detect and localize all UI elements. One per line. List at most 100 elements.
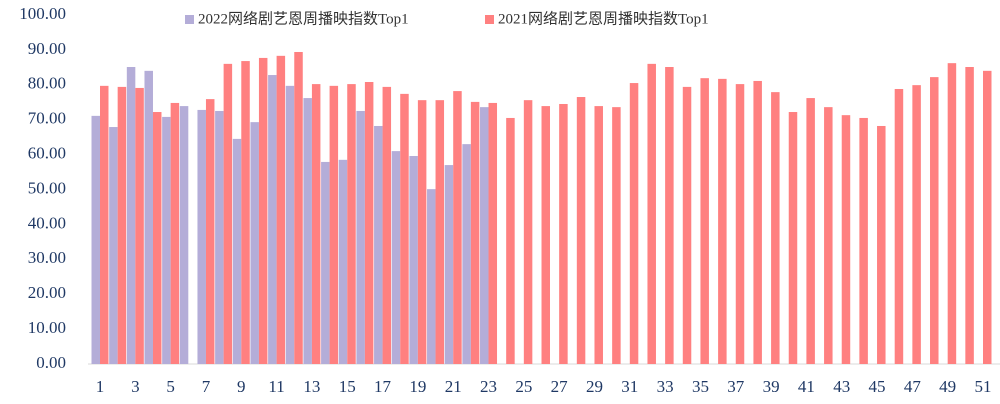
x-tick-label: 33: [657, 377, 674, 396]
bar: [480, 107, 489, 365]
bar: [347, 84, 356, 365]
bar: [576, 97, 586, 364]
x-tick-label: 49: [939, 377, 956, 396]
bar: [215, 110, 224, 364]
bar: [930, 77, 939, 364]
bar: [126, 67, 136, 364]
bar: [144, 70, 153, 364]
y-tick-label: 40.00: [28, 213, 66, 232]
bar: [965, 67, 974, 364]
bar: [647, 63, 656, 365]
bar: [427, 189, 436, 364]
x-tick-label: 37: [727, 377, 745, 396]
x-tick-label: 43: [833, 377, 850, 396]
bar: [117, 86, 127, 365]
bar: [824, 107, 833, 365]
legend-swatch: [485, 15, 494, 24]
bar: [294, 51, 303, 365]
bar: [894, 88, 904, 364]
y-tick-label: 20.00: [28, 283, 66, 302]
bar: [311, 84, 321, 365]
bar: [594, 106, 603, 365]
bar: [109, 127, 118, 365]
bar: [947, 63, 957, 365]
bar: [100, 85, 109, 365]
bar: [258, 57, 268, 364]
bar: [321, 161, 330, 364]
bar: [179, 106, 189, 365]
bar: [700, 78, 709, 364]
bar: [435, 100, 445, 364]
bar: [771, 92, 780, 364]
bar: [859, 117, 868, 364]
bar: [268, 75, 277, 364]
bar: [356, 110, 365, 364]
bar: [241, 61, 250, 365]
bar: [665, 67, 674, 364]
bar: [91, 115, 100, 365]
x-tick-label: 35: [692, 377, 709, 396]
x-tick-label: 41: [798, 377, 815, 396]
bar: [391, 151, 401, 364]
bar: [135, 87, 144, 364]
bar: [205, 99, 215, 364]
bar: [506, 117, 515, 364]
bar: [470, 101, 480, 364]
bar: [409, 155, 418, 364]
x-tick-label: 15: [339, 377, 356, 396]
bar: [735, 84, 745, 365]
bar: [841, 115, 851, 365]
x-tick-label: 29: [586, 377, 603, 396]
bar: [276, 55, 286, 364]
bar: [523, 100, 533, 364]
bar: [682, 86, 692, 365]
bar: [364, 82, 374, 365]
y-tick-label: 60.00: [28, 144, 66, 163]
bar: [382, 86, 392, 365]
x-tick-label: 19: [409, 377, 426, 396]
x-tick-label: 23: [480, 377, 497, 396]
x-tick-label: 17: [374, 377, 392, 396]
bar: [223, 63, 233, 365]
bar: [417, 100, 427, 364]
bar: [877, 125, 886, 365]
bar: [152, 112, 162, 364]
x-tick-label: 39: [763, 377, 780, 396]
bar: [232, 138, 242, 364]
x-tick-label: 11: [268, 377, 284, 396]
x-tick-label: 3: [131, 377, 140, 396]
bar: [285, 85, 295, 365]
legend-label: 2022网络剧艺恩周播映指数Top1: [198, 10, 409, 27]
bar: [338, 159, 348, 364]
legend-swatch: [185, 15, 194, 24]
y-tick-label: 50.00: [28, 178, 66, 197]
bar: [329, 85, 339, 365]
bar: [170, 102, 180, 364]
y-tick-label: 90.00: [28, 39, 66, 58]
bar: [629, 83, 639, 365]
bar: [983, 70, 992, 364]
bar: [462, 144, 471, 364]
y-tick-label: 10.00: [28, 318, 66, 337]
x-tick-label: 1: [96, 377, 105, 396]
x-tick-label: 27: [551, 377, 569, 396]
bar: [453, 91, 462, 364]
x-tick-label: 7: [202, 377, 211, 396]
bar: [444, 165, 454, 364]
x-tick-label: 13: [303, 377, 320, 396]
bar: [559, 103, 568, 365]
bar: [374, 125, 383, 365]
bar: [912, 85, 921, 365]
y-tick-label: 80.00: [28, 74, 66, 93]
y-tick-label: 30.00: [28, 248, 66, 267]
x-tick-label: 9: [237, 377, 246, 396]
bar: [806, 98, 815, 364]
bar: [197, 109, 206, 364]
bar: [488, 102, 498, 364]
bar: [541, 106, 550, 365]
bar: [303, 98, 312, 364]
x-tick-label: 45: [869, 377, 886, 396]
x-tick-label: 47: [904, 377, 922, 396]
x-tick-label: 5: [166, 377, 175, 396]
x-tick-label: 31: [621, 377, 638, 396]
